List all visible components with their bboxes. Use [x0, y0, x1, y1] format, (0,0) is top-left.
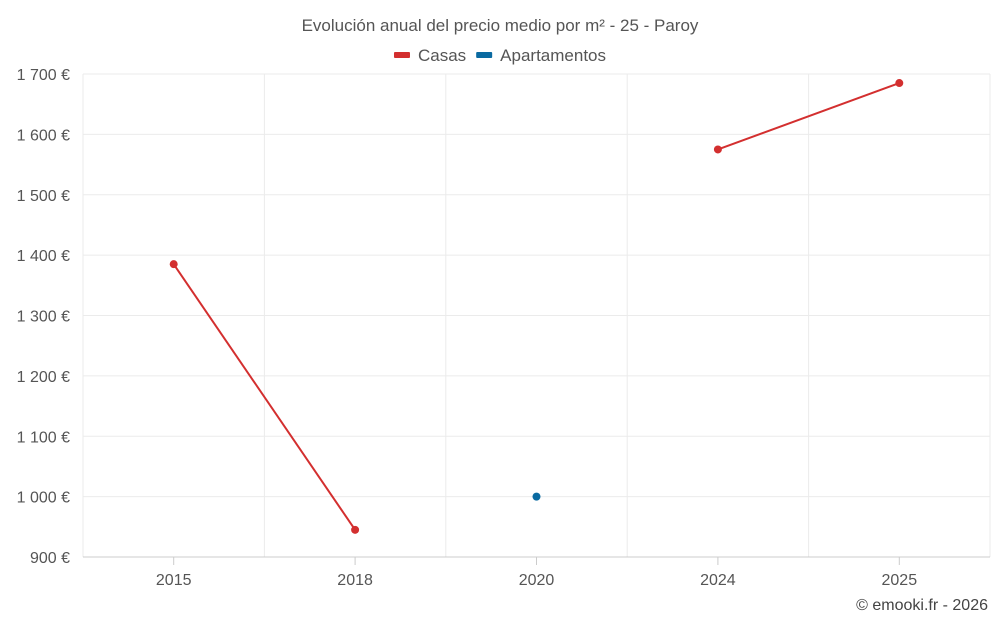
data-point[interactable] [713, 145, 722, 154]
legend-item-casas[interactable]: Casas [393, 46, 466, 65]
chart-title: Evolución anual del precio medio por m² … [302, 16, 699, 35]
x-tick-label: 2015 [156, 572, 192, 589]
y-tick-label: 1 200 € [17, 369, 70, 386]
y-tick-label: 900 € [30, 550, 70, 567]
series-line-segment [717, 82, 900, 151]
series-apartamentos [532, 492, 541, 501]
y-tick-label: 1 600 € [17, 127, 70, 144]
y-tick-label: 1 500 € [17, 188, 70, 205]
series-casas [169, 79, 904, 534]
legend-label: Casas [418, 46, 466, 65]
legend-item-apartamentos[interactable]: Apartamentos [476, 46, 606, 65]
legend-swatch [393, 52, 410, 58]
legend: Casas Apartamentos [393, 46, 606, 65]
y-tick-label: 1 100 € [17, 429, 70, 446]
x-tick-label: 2018 [337, 572, 373, 589]
data-point[interactable] [351, 525, 360, 534]
legend-swatch [476, 52, 493, 58]
y-tick-label: 1 000 € [17, 490, 70, 507]
data-point[interactable] [169, 260, 178, 269]
y-tick-label: 1 300 € [17, 309, 70, 326]
x-tick-label: 2025 [882, 572, 918, 589]
series [169, 79, 904, 534]
x-tick-label: 2024 [700, 572, 736, 589]
data-point[interactable] [532, 492, 541, 501]
y-tick-label: 1 700 € [17, 67, 70, 84]
x-tick-label: 2020 [519, 572, 555, 589]
data-point[interactable] [895, 79, 904, 88]
y-tick-label: 1 400 € [17, 248, 70, 265]
series-line-segment [172, 263, 356, 531]
credit-text: © emooki.fr - 2026 [856, 597, 988, 614]
axes: 900 € 1 000 € 1 100 € 1 200 € 1 300 € 1 400 €… [17, 67, 990, 589]
grid [82, 73, 991, 558]
legend-label: Apartamentos [500, 46, 606, 65]
